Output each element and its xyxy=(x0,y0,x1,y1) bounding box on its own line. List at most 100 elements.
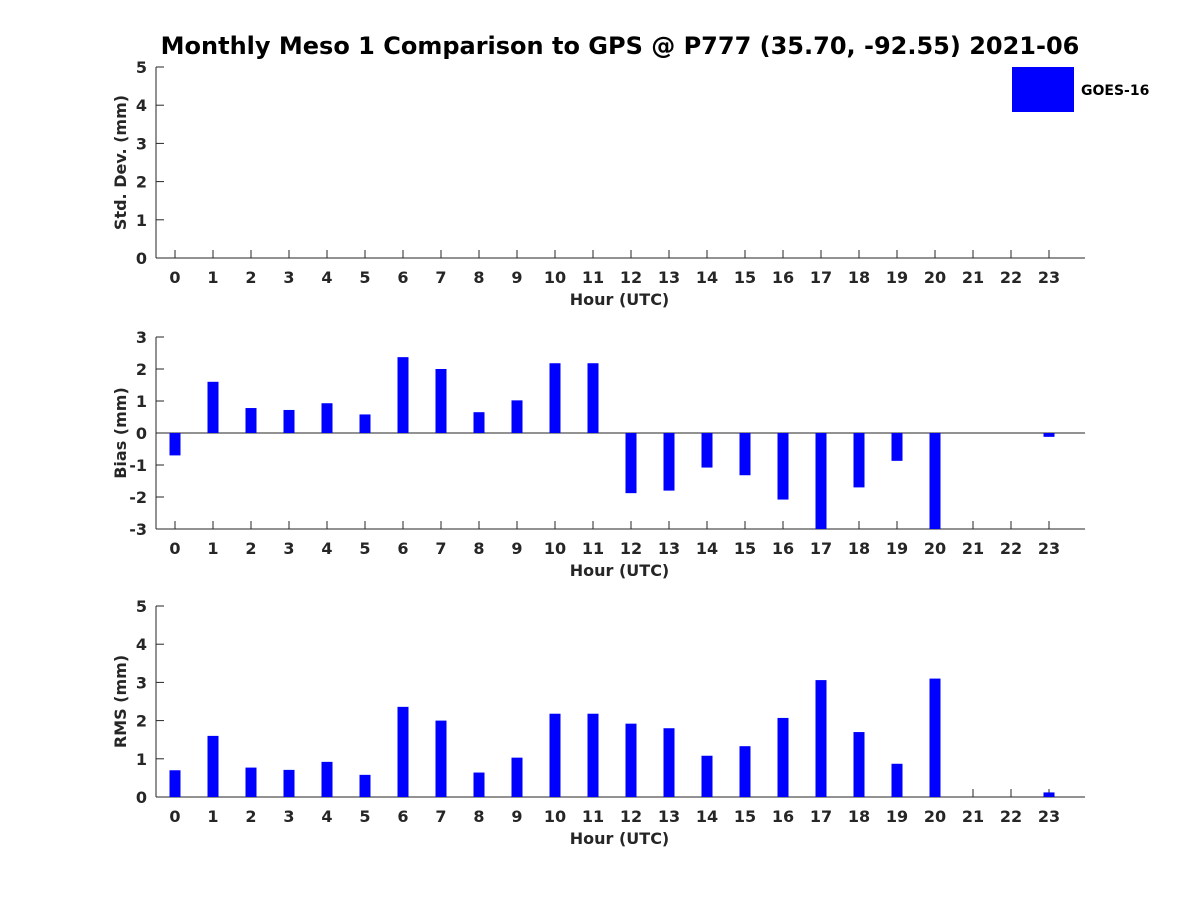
x-tick-label: 16 xyxy=(772,539,794,558)
x-tick-label: 23 xyxy=(1038,539,1060,558)
x-tick-label: 14 xyxy=(696,268,718,287)
bar xyxy=(207,735,219,797)
y-tick-label: 5 xyxy=(136,58,147,77)
y-tick-label: 3 xyxy=(136,328,147,347)
bar xyxy=(663,728,675,797)
x-axis-label: Hour (UTC) xyxy=(570,561,670,580)
y-tick-label: 4 xyxy=(136,635,147,654)
x-tick-label: 1 xyxy=(207,539,218,558)
y-tick-label: 4 xyxy=(136,96,147,115)
y-tick-label: 3 xyxy=(136,134,147,153)
x-tick-label: 13 xyxy=(658,807,680,826)
bar xyxy=(283,409,295,433)
x-tick-label: 21 xyxy=(962,539,984,558)
bar xyxy=(891,433,903,461)
x-tick-label: 12 xyxy=(620,268,642,287)
y-tick-label: 2 xyxy=(136,360,147,379)
x-tick-label: 12 xyxy=(620,807,642,826)
x-tick-label: 9 xyxy=(511,268,522,287)
legend-label: GOES-16 xyxy=(1081,83,1149,99)
x-tick-label: 4 xyxy=(321,268,332,287)
x-tick-label: 2 xyxy=(245,539,256,558)
x-tick-label: 17 xyxy=(810,268,832,287)
x-tick-label: 0 xyxy=(169,268,180,287)
bar xyxy=(701,755,713,797)
y-tick-label: 1 xyxy=(136,392,147,411)
bar xyxy=(777,717,789,797)
y-tick-label: 0 xyxy=(136,249,147,268)
bar xyxy=(435,369,447,433)
bar xyxy=(625,433,637,494)
x-tick-label: 5 xyxy=(359,539,370,558)
x-tick-label: 23 xyxy=(1038,268,1060,287)
bar xyxy=(321,761,333,797)
y-axis-label: RMS (mm) xyxy=(111,655,130,748)
y-tick-label: 0 xyxy=(136,424,147,443)
bar xyxy=(473,412,485,433)
bar xyxy=(1043,433,1055,437)
x-tick-label: 16 xyxy=(772,807,794,826)
bar xyxy=(359,414,371,433)
x-tick-label: 2 xyxy=(245,807,256,826)
x-tick-label: 10 xyxy=(544,807,566,826)
x-tick-label: 19 xyxy=(886,807,908,826)
y-tick-label: 1 xyxy=(136,211,147,230)
x-tick-label: 16 xyxy=(772,268,794,287)
bar xyxy=(701,433,713,468)
x-tick-label: 6 xyxy=(397,539,408,558)
x-tick-label: 10 xyxy=(544,268,566,287)
x-tick-label: 13 xyxy=(658,539,680,558)
x-tick-label: 23 xyxy=(1038,807,1060,826)
x-tick-label: 18 xyxy=(848,539,870,558)
x-tick-label: 20 xyxy=(924,807,946,826)
x-tick-label: 11 xyxy=(582,268,604,287)
bar xyxy=(321,403,333,433)
x-tick-label: 22 xyxy=(1000,807,1022,826)
x-tick-label: 19 xyxy=(886,268,908,287)
x-axis-label: Hour (UTC) xyxy=(570,829,670,848)
bar xyxy=(511,757,523,797)
x-tick-label: 21 xyxy=(962,807,984,826)
bar xyxy=(815,680,827,797)
x-tick-label: 5 xyxy=(359,268,370,287)
x-tick-label: 6 xyxy=(397,268,408,287)
bar xyxy=(245,408,257,433)
bar xyxy=(891,763,903,797)
x-tick-label: 19 xyxy=(886,539,908,558)
x-tick-label: 6 xyxy=(397,807,408,826)
y-axis-label: Bias (mm) xyxy=(111,387,130,479)
x-tick-label: 1 xyxy=(207,268,218,287)
bar xyxy=(169,433,181,456)
chart-title: Monthly Meso 1 Comparison to GPS @ P777 … xyxy=(161,32,1080,60)
x-tick-label: 22 xyxy=(1000,539,1022,558)
x-tick-label: 14 xyxy=(696,807,718,826)
x-tick-label: 9 xyxy=(511,807,522,826)
x-tick-label: 13 xyxy=(658,268,680,287)
bar xyxy=(511,400,523,433)
bar xyxy=(359,774,371,797)
x-tick-label: 18 xyxy=(848,807,870,826)
x-tick-label: 15 xyxy=(734,807,756,826)
x-tick-label: 4 xyxy=(321,539,332,558)
y-tick-label: 5 xyxy=(136,597,147,616)
y-axis-label: Std. Dev. (mm) xyxy=(111,95,130,230)
x-tick-label: 14 xyxy=(696,539,718,558)
x-tick-label: 20 xyxy=(924,268,946,287)
bar xyxy=(853,732,865,797)
bar xyxy=(739,746,751,797)
legend-swatch xyxy=(1012,67,1074,112)
x-tick-label: 10 xyxy=(544,539,566,558)
y-tick-label: -2 xyxy=(129,488,147,507)
x-tick-label: 0 xyxy=(169,539,180,558)
bar xyxy=(283,769,295,797)
bar xyxy=(587,363,599,433)
bar xyxy=(815,433,827,529)
bar xyxy=(929,433,941,529)
x-tick-label: 8 xyxy=(473,807,484,826)
y-tick-label: 2 xyxy=(136,173,147,192)
x-tick-label: 20 xyxy=(924,539,946,558)
x-axis-label: Hour (UTC) xyxy=(570,290,670,309)
bar xyxy=(625,723,637,797)
